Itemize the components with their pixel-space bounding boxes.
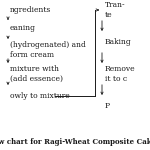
Text: (hydrogenated) and
form cream: (hydrogenated) and form cream bbox=[10, 41, 86, 59]
Text: ngredients: ngredients bbox=[10, 6, 51, 14]
Text: P: P bbox=[105, 102, 110, 110]
Text: Tran-
te: Tran- te bbox=[105, 1, 126, 19]
Text: Baking: Baking bbox=[105, 38, 132, 46]
Text: Flow chart for Ragi-Wheat Composite Cake P: Flow chart for Ragi-Wheat Composite Cake… bbox=[0, 138, 150, 146]
Text: mixture with
(add essence): mixture with (add essence) bbox=[10, 65, 63, 83]
Text: eaning: eaning bbox=[10, 24, 36, 32]
Text: owly to mixture: owly to mixture bbox=[10, 92, 70, 100]
Text: Remove
it to c: Remove it to c bbox=[105, 65, 136, 83]
